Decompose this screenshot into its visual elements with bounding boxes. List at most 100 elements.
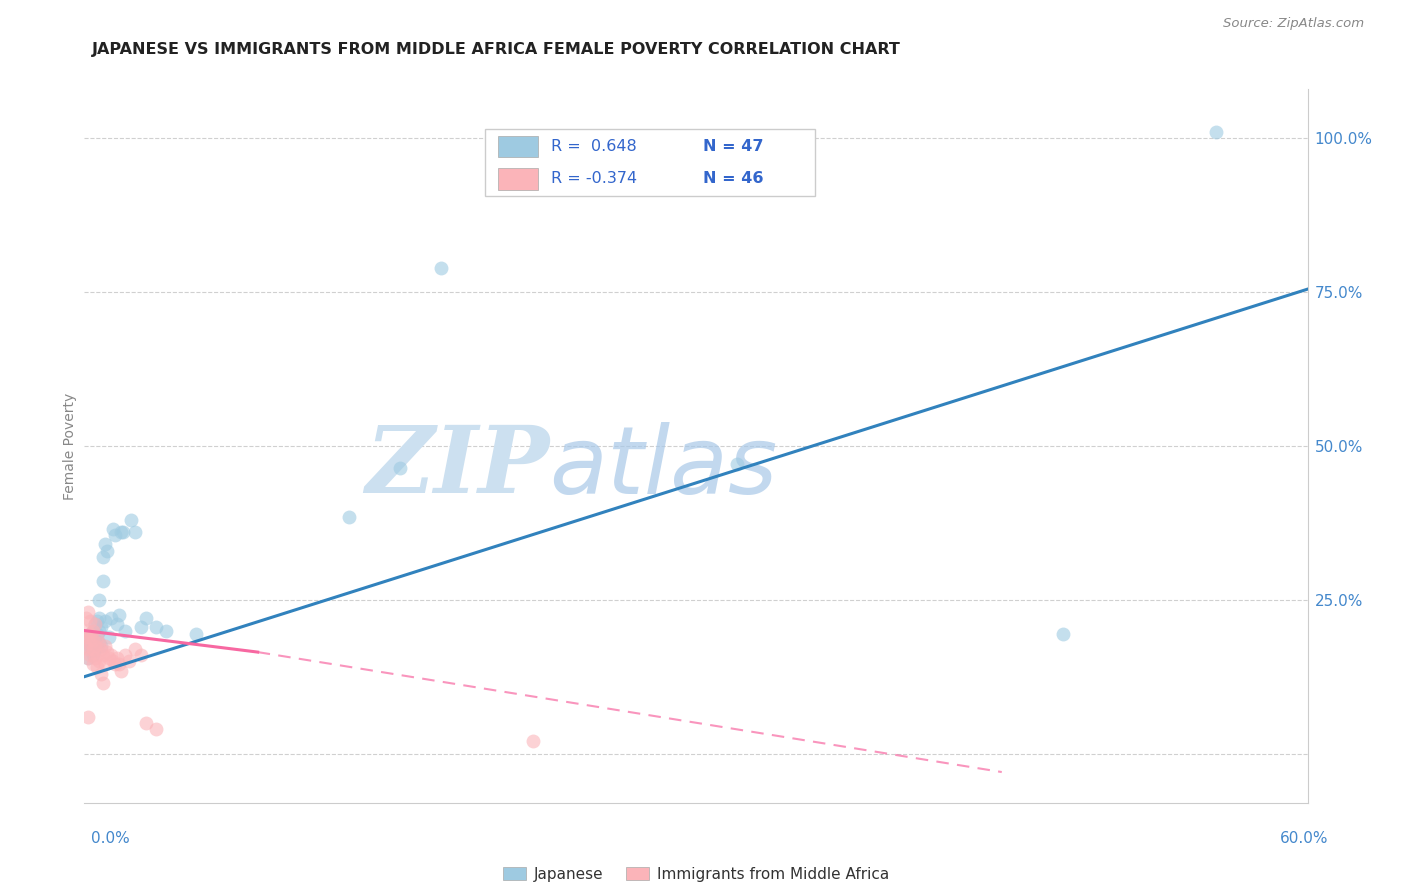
Text: N = 47: N = 47 bbox=[703, 139, 763, 154]
Point bbox=[430, 260, 453, 275]
Point bbox=[87, 636, 110, 650]
Point bbox=[82, 657, 104, 672]
Point bbox=[82, 632, 104, 647]
Point bbox=[114, 648, 136, 662]
Text: N = 46: N = 46 bbox=[703, 171, 763, 186]
Point bbox=[82, 636, 104, 650]
Point bbox=[1205, 125, 1227, 139]
Point bbox=[77, 651, 100, 665]
Point bbox=[91, 574, 114, 589]
FancyBboxPatch shape bbox=[485, 129, 815, 196]
Point bbox=[82, 624, 104, 638]
Point bbox=[86, 660, 108, 674]
Point bbox=[87, 592, 110, 607]
Point bbox=[90, 639, 112, 653]
Point bbox=[77, 651, 100, 665]
Point bbox=[87, 624, 110, 638]
Point bbox=[145, 722, 167, 736]
Point bbox=[93, 639, 115, 653]
Text: atlas: atlas bbox=[550, 422, 778, 513]
Point bbox=[87, 611, 110, 625]
Point bbox=[83, 651, 105, 665]
Point bbox=[91, 676, 114, 690]
Point bbox=[725, 458, 748, 472]
Text: 0.0%: 0.0% bbox=[91, 831, 131, 846]
Point bbox=[135, 715, 157, 730]
Point bbox=[108, 657, 131, 672]
Point bbox=[110, 525, 132, 540]
Point bbox=[75, 639, 97, 653]
Point bbox=[131, 620, 153, 634]
FancyBboxPatch shape bbox=[498, 169, 538, 189]
Point bbox=[100, 648, 122, 662]
Point bbox=[79, 636, 101, 650]
Point bbox=[75, 624, 97, 638]
Point bbox=[79, 615, 101, 629]
Point bbox=[124, 642, 146, 657]
Point bbox=[155, 624, 177, 638]
Point bbox=[93, 537, 115, 551]
Point bbox=[97, 651, 120, 665]
Point bbox=[86, 630, 108, 644]
Point bbox=[96, 645, 118, 659]
Point bbox=[101, 654, 124, 668]
Point bbox=[87, 636, 110, 650]
Point bbox=[86, 639, 108, 653]
Point bbox=[100, 611, 122, 625]
Point bbox=[91, 549, 114, 564]
Point bbox=[105, 651, 128, 665]
Point bbox=[108, 608, 131, 623]
Point bbox=[79, 626, 101, 640]
Point bbox=[82, 624, 104, 638]
Text: 60.0%: 60.0% bbox=[1281, 831, 1329, 846]
Point bbox=[522, 734, 544, 748]
Point bbox=[75, 639, 97, 653]
Point bbox=[83, 639, 105, 653]
Point bbox=[114, 624, 136, 638]
Point bbox=[87, 654, 110, 668]
Point bbox=[93, 657, 115, 672]
Point bbox=[96, 543, 118, 558]
Point bbox=[91, 648, 114, 662]
Text: Source: ZipAtlas.com: Source: ZipAtlas.com bbox=[1223, 17, 1364, 29]
Point bbox=[83, 632, 105, 647]
Point bbox=[339, 509, 360, 524]
Point bbox=[79, 626, 101, 640]
Point bbox=[77, 605, 100, 619]
Point bbox=[77, 709, 100, 723]
Text: R = -0.374: R = -0.374 bbox=[551, 171, 637, 186]
Point bbox=[145, 620, 167, 634]
Point bbox=[120, 513, 142, 527]
Point bbox=[77, 632, 100, 647]
Point bbox=[83, 617, 105, 632]
Point bbox=[1052, 626, 1074, 640]
Text: R =  0.648: R = 0.648 bbox=[551, 139, 637, 154]
Text: JAPANESE VS IMMIGRANTS FROM MIDDLE AFRICA FEMALE POVERTY CORRELATION CHART: JAPANESE VS IMMIGRANTS FROM MIDDLE AFRIC… bbox=[91, 42, 900, 56]
Point bbox=[86, 626, 108, 640]
Point bbox=[104, 528, 127, 542]
Point bbox=[90, 620, 112, 634]
Legend: Japanese, Immigrants from Middle Africa: Japanese, Immigrants from Middle Africa bbox=[496, 861, 896, 888]
Point bbox=[110, 664, 132, 678]
Point bbox=[124, 525, 146, 540]
Point bbox=[86, 615, 108, 629]
Point bbox=[118, 654, 141, 668]
Point bbox=[90, 642, 112, 657]
Point bbox=[112, 525, 135, 540]
Point bbox=[83, 642, 105, 657]
Point bbox=[131, 648, 153, 662]
Point bbox=[97, 630, 120, 644]
Point bbox=[93, 615, 115, 629]
Point bbox=[82, 642, 104, 657]
Y-axis label: Female Poverty: Female Poverty bbox=[63, 392, 77, 500]
Point bbox=[75, 611, 97, 625]
Point bbox=[77, 642, 100, 657]
Point bbox=[105, 617, 128, 632]
Point bbox=[75, 630, 97, 644]
Text: ZIP: ZIP bbox=[366, 423, 550, 512]
Point bbox=[77, 630, 100, 644]
Point bbox=[186, 626, 208, 640]
Point bbox=[86, 648, 108, 662]
Point bbox=[79, 648, 101, 662]
FancyBboxPatch shape bbox=[498, 136, 538, 157]
